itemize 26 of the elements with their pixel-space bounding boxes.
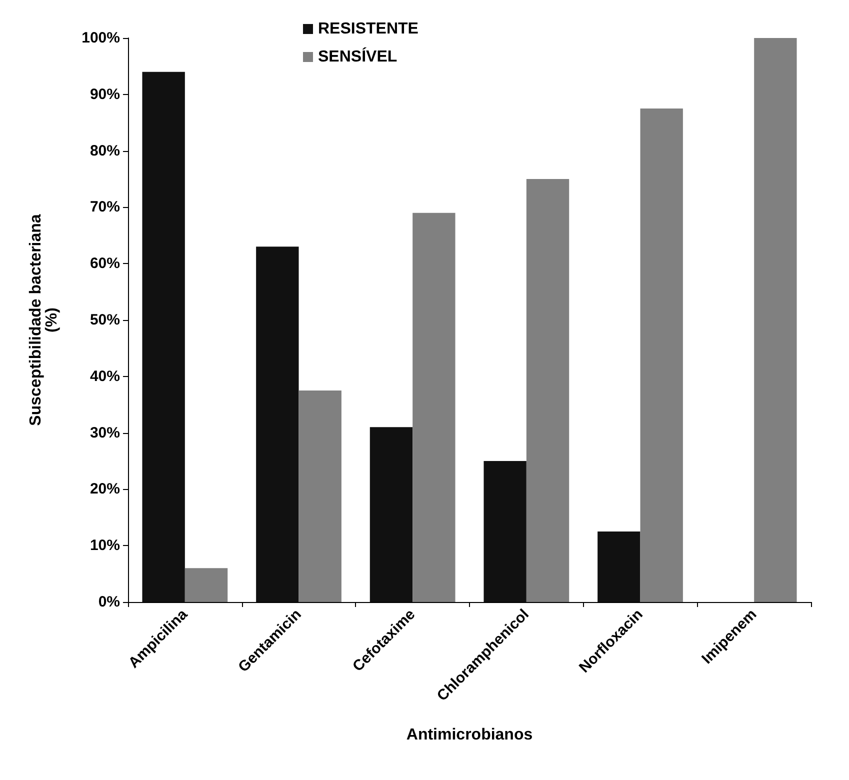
y-tick-label: 10% [90,537,120,554]
y-tick-label: 50% [90,312,120,328]
bar [598,532,640,602]
bar [142,72,185,602]
legend-label: SENSÍVEL [318,46,398,66]
y-tick-label: 60% [90,255,120,272]
bar [754,38,797,602]
bar [184,568,228,602]
y-tick-label: 30% [90,424,120,442]
y-tick-label: 20% [90,480,120,498]
y-tick-label: 100% [82,30,120,46]
y-tick-label: 90% [90,86,120,103]
y-tick-label: 80% [90,142,120,160]
y-tick-label: 0% [98,594,120,610]
y-axis-title: Susceptibilidade bacteriana (%) [28,214,60,426]
bar [298,390,342,602]
x-axis-title: Antimicrobianos [406,726,533,744]
y-tick-label: 40% [90,368,120,385]
legend-label: RESISTENTE [318,20,419,38]
bar [640,108,683,602]
bar [484,461,526,602]
bar [526,179,570,602]
y-tick-label: 70% [90,198,120,216]
bar [370,427,413,602]
bar [412,212,456,602]
bar [256,246,299,602]
